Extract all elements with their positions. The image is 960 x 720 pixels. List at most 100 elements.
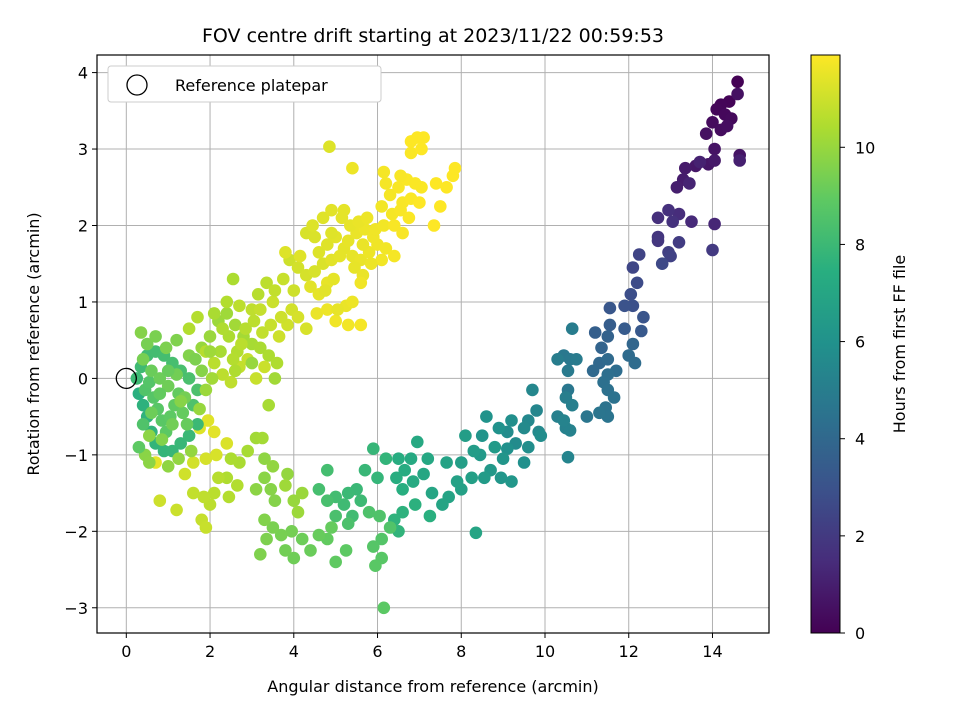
x-tick-label: 12 [619,642,639,661]
scatter-point [624,288,638,301]
scatter-point [630,276,644,290]
scatter-point [193,402,206,416]
scatter-point [329,314,343,328]
scatter-point [291,261,305,274]
x-axis-ticks: 0 2 4 6 8 10 12 14 [121,633,723,661]
scatter-point [664,249,677,263]
scatter-point [708,217,721,231]
scatter-point [187,456,200,469]
scatter-point [655,257,669,271]
scatter-point [693,155,707,169]
scatter-point [662,203,675,217]
scatter-point [279,544,292,557]
scatter-point [375,200,389,213]
scatter-point [337,203,351,217]
scatter-point [321,494,334,508]
scatter-point [348,261,361,274]
scatter-point [478,471,491,485]
scatter-point [318,284,332,297]
scatter-point [304,280,317,294]
scatter-point [396,226,409,240]
scatter-point [708,154,721,167]
y-tick-label: 3 [78,140,88,159]
scatter-point [413,196,426,209]
x-axis-label: Angular distance from reference (arcmin) [267,677,598,696]
scatter-point [618,299,631,313]
scatter-point [469,526,483,540]
scatter-point [136,398,150,412]
scatter-point [268,372,282,385]
scatter-point [235,337,248,351]
scatter-point [272,330,286,343]
scatter-point [429,177,443,190]
x-tick-label: 4 [289,642,299,661]
scatter-point [406,475,420,488]
scatter-point [134,326,148,339]
scatter-point [733,154,746,167]
scatter-point [197,490,211,504]
scatter-point [295,486,309,500]
scatter-point [530,404,543,417]
scatter-point [182,372,196,385]
scatter-point [341,234,355,248]
scatter-point [253,303,267,316]
scatter-point [327,272,340,286]
scatter-point [720,119,734,133]
scatter-point [356,238,370,251]
scatter-point [601,330,615,343]
scatter-point [264,483,278,496]
scatter-point [145,364,158,378]
scatter-point [325,226,338,240]
scatter-point [143,456,156,469]
scatter-point [379,242,393,255]
scatter-point [306,219,319,232]
scatter-point [256,431,269,445]
scatter-point [174,437,187,450]
scatter-point [561,364,575,378]
scatter-point [561,450,575,464]
scatter-point [249,372,263,385]
scatter-point [398,463,412,477]
scatter-point [337,498,351,511]
legend-marker [126,74,148,96]
scatter-point [155,433,169,446]
reference-marker [115,367,137,390]
scatter-point [339,544,353,557]
scatter-point [262,349,276,362]
scatter-point [184,444,198,458]
scatter-point [323,140,336,153]
scatter-point [375,532,389,546]
scatter-point [143,429,156,443]
scatter-point [277,272,290,286]
scatter-point [264,318,278,332]
colorbar-tick-label: 10 [855,138,875,157]
scatter-point [253,548,267,561]
scatter-point [501,442,514,456]
scatter-point [207,307,221,320]
scatter-point [161,379,175,393]
scatter-point [367,442,380,456]
scatter-point [392,452,405,466]
scatter-point [239,322,252,336]
scatter-point [346,161,359,175]
scatter-point [408,498,422,511]
scatter-point [480,410,493,423]
scatter-point [534,429,548,443]
scatter-point [153,372,167,385]
scatter-point [268,494,282,508]
y-tick-label: 1 [78,293,88,312]
scatter-point [312,483,326,496]
scatter-point [670,181,684,194]
scatter-point [492,421,506,435]
scatter-point [421,452,435,466]
scatter-point [251,288,265,301]
scatter-point [274,528,288,542]
scatter-point [191,310,204,324]
scatter-point [427,219,441,232]
scatter-point [565,398,579,412]
scatter-point [517,456,531,469]
scatter-point [203,345,217,358]
scatter-point [417,467,430,481]
scatter-point [346,295,359,309]
